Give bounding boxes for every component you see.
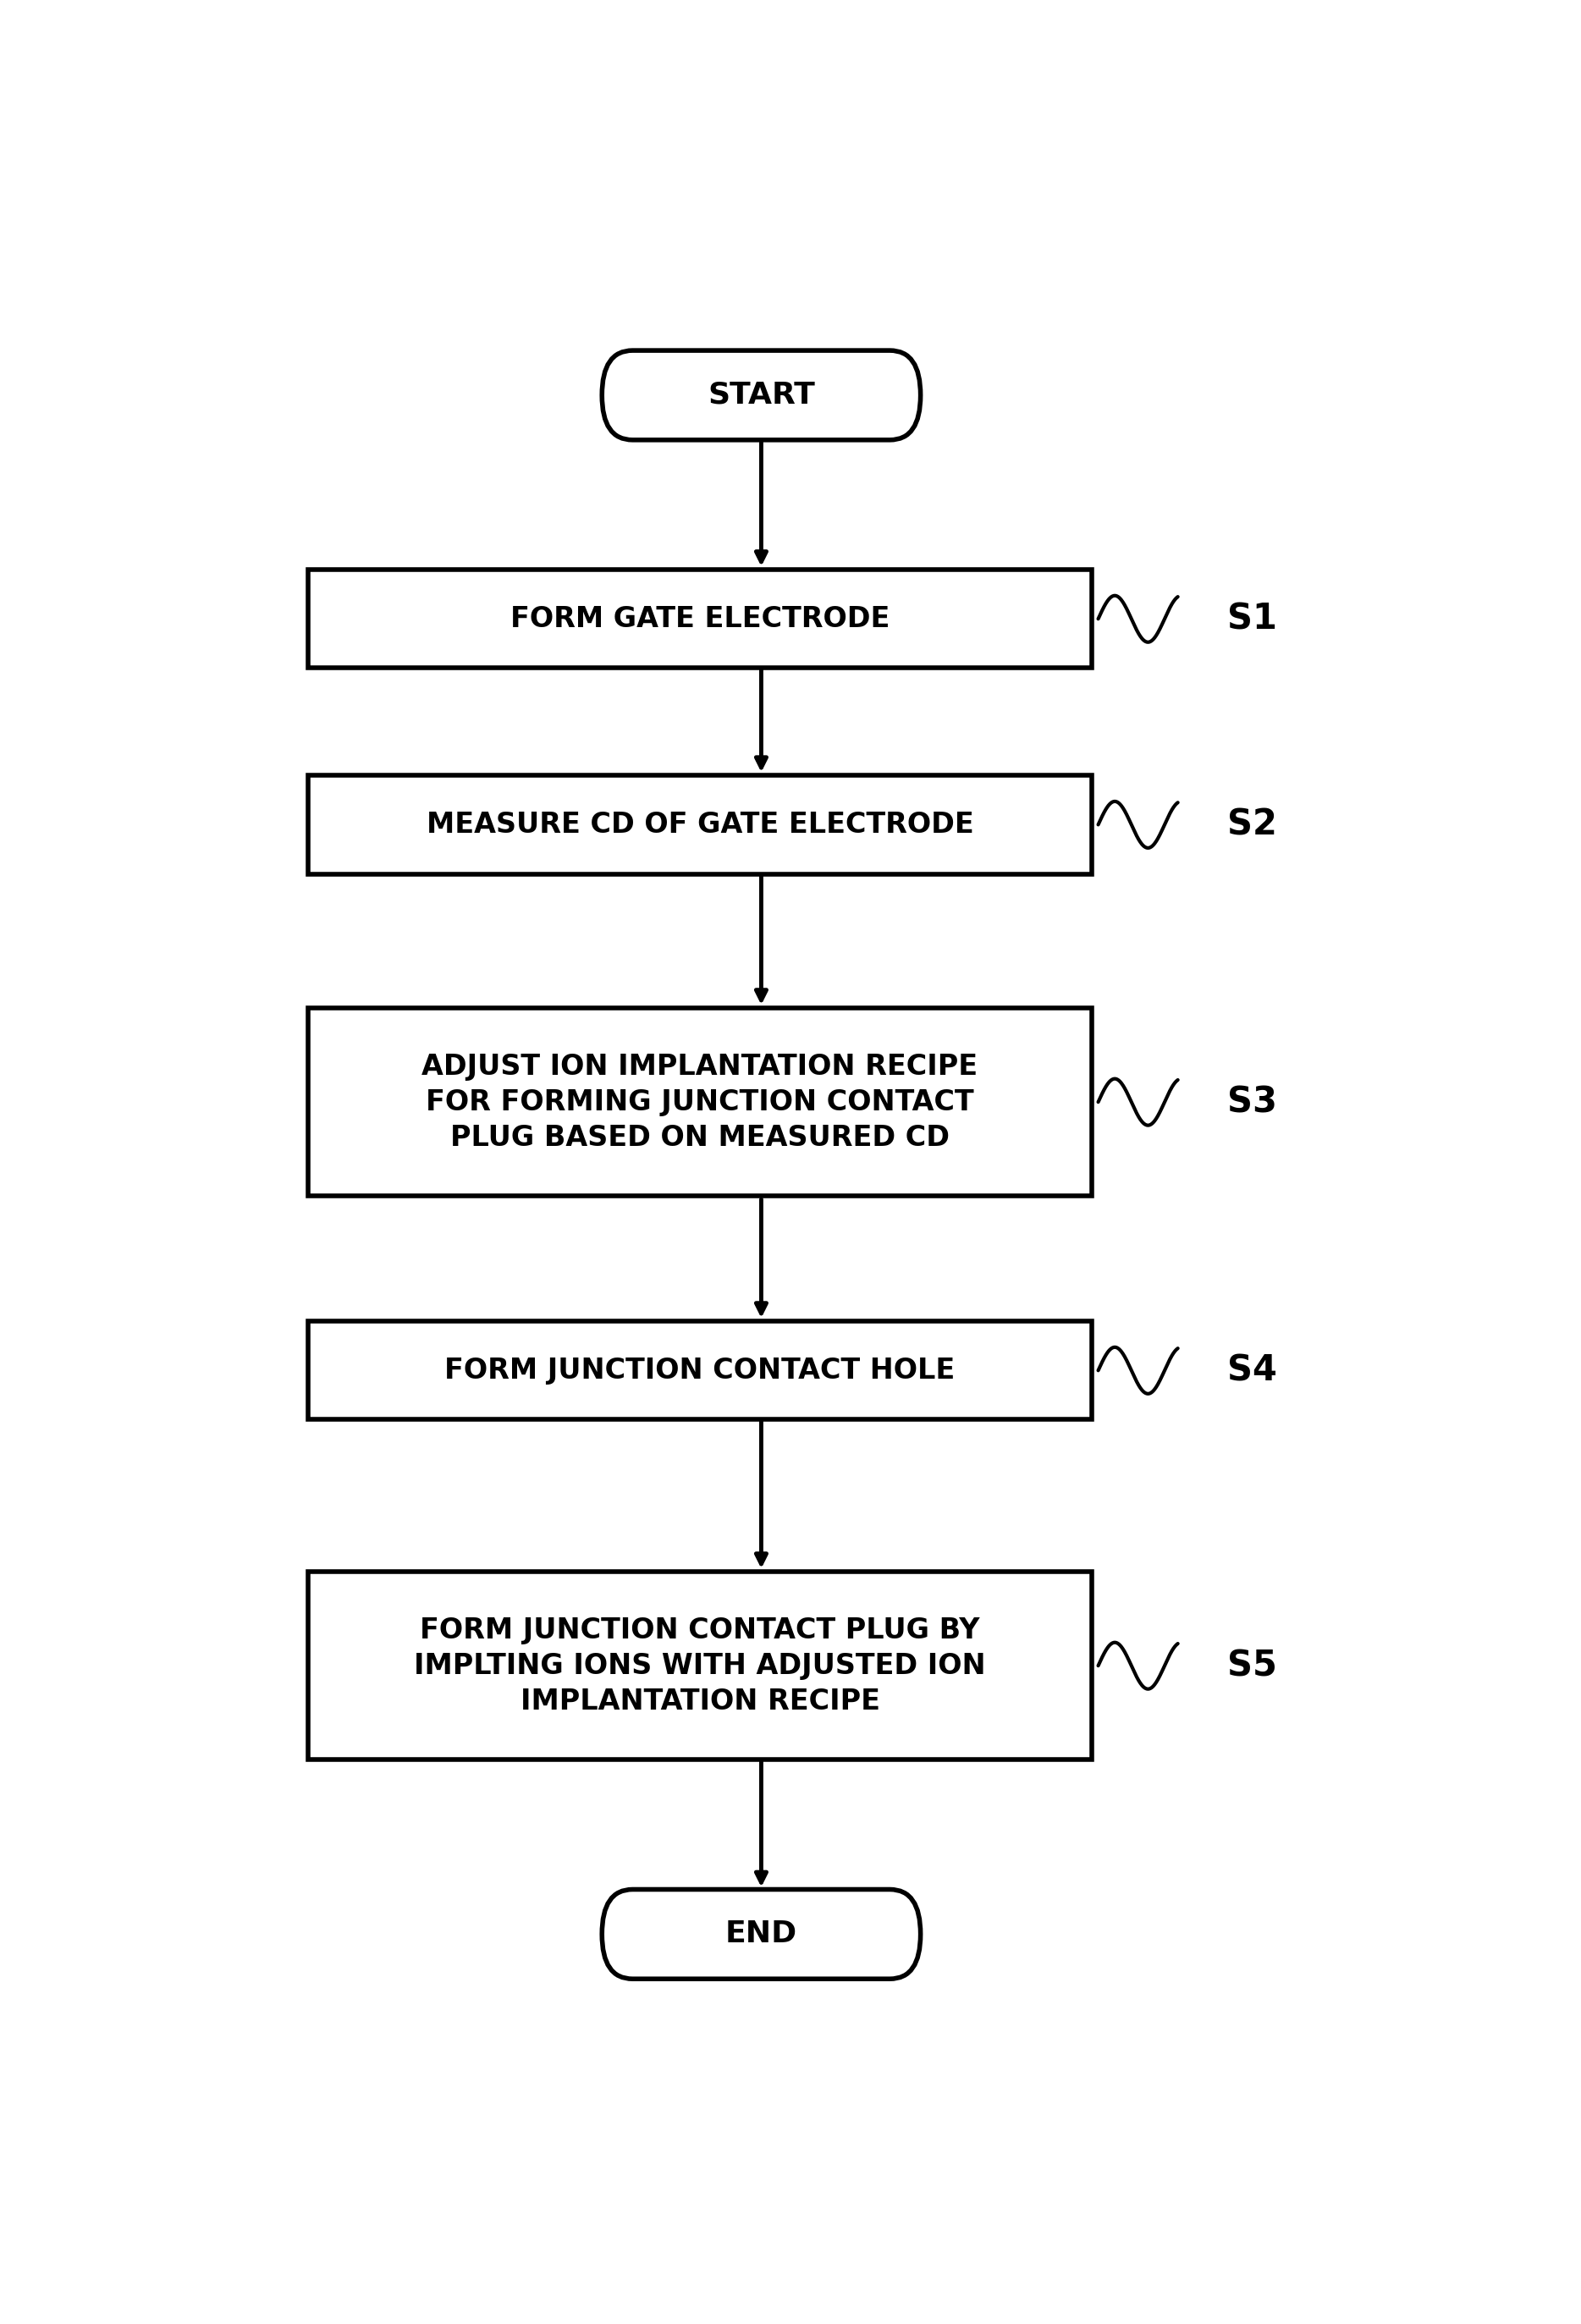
- Text: FORM JUNCTION CONTACT PLUG BY
IMPLTING IONS WITH ADJUSTED ION
IMPLANTATION RECIP: FORM JUNCTION CONTACT PLUG BY IMPLTING I…: [414, 1615, 987, 1715]
- Bar: [308, 776, 1092, 874]
- FancyBboxPatch shape: [602, 1889, 920, 1980]
- FancyBboxPatch shape: [602, 351, 920, 439]
- Text: S1: S1: [1227, 602, 1277, 637]
- Text: S5: S5: [1227, 1648, 1277, 1683]
- Bar: [308, 1009, 1092, 1197]
- Bar: [308, 1571, 1092, 1759]
- Text: END: END: [726, 1920, 797, 1948]
- Text: START: START: [708, 381, 814, 409]
- Bar: [308, 1322, 1092, 1420]
- Text: S3: S3: [1227, 1085, 1277, 1120]
- Text: MEASURE CD OF GATE ELECTRODE: MEASURE CD OF GATE ELECTRODE: [427, 811, 974, 839]
- Text: S2: S2: [1227, 806, 1277, 841]
- Text: S4: S4: [1227, 1353, 1277, 1387]
- Text: ADJUST ION IMPLANTATION RECIPE
FOR FORMING JUNCTION CONTACT
PLUG BASED ON MEASUR: ADJUST ION IMPLANTATION RECIPE FOR FORMI…: [422, 1053, 979, 1153]
- Text: FORM JUNCTION CONTACT HOLE: FORM JUNCTION CONTACT HOLE: [444, 1357, 955, 1385]
- Text: FORM GATE ELECTRODE: FORM GATE ELECTRODE: [511, 604, 890, 632]
- Bar: [308, 569, 1092, 667]
